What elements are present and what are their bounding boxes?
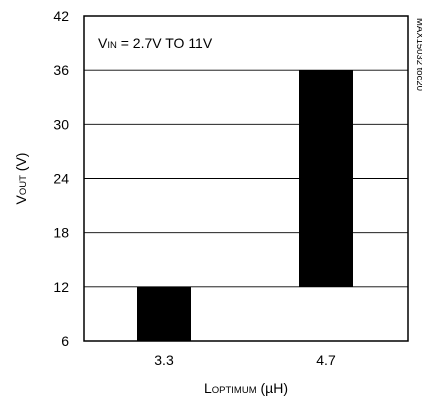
- bar-4-7: [299, 70, 353, 287]
- y-tick-label: 42: [53, 8, 69, 24]
- x-tick-label: 3.3: [154, 352, 174, 368]
- annotation-main: V: [98, 35, 108, 51]
- y-tick-labels: 6 12 18 24 30 36 42: [53, 8, 69, 349]
- x-tick-label: 4.7: [316, 352, 336, 368]
- y-axis-title-sub: OUT: [18, 175, 29, 195]
- y-tick-label: 30: [53, 116, 69, 132]
- annotation-sub: IN: [107, 40, 117, 51]
- y-tick-label: 36: [53, 62, 69, 78]
- figure-code-label: MAX15032 toc20: [414, 18, 422, 91]
- y-axis-title-unit: (V): [13, 153, 29, 176]
- gridlines: [84, 69, 408, 288]
- y-axis-title: VOUT (V): [13, 153, 29, 205]
- x-axis-title: LOPTIMUM (µH): [204, 380, 288, 396]
- y-axis-title-main: V: [13, 194, 29, 204]
- x-axis-title-sub: OPTIMUM: [212, 385, 257, 396]
- plot-frame: [83, 15, 409, 342]
- input-voltage-annotation: VIN = 2.7V TO 11V: [98, 35, 213, 51]
- y-tick-label: 12: [53, 279, 69, 295]
- y-tick-label: 24: [53, 171, 69, 187]
- bars: [137, 70, 353, 341]
- x-axis-title-main: L: [204, 380, 212, 396]
- x-tick-labels: 3.3 4.7: [154, 352, 336, 368]
- x-axis-title-unit: (µH): [257, 380, 288, 396]
- y-tick-label: 6: [61, 333, 69, 349]
- y-tick-label: 18: [53, 225, 69, 241]
- annotation-suffix: = 2.7V TO 11V: [117, 35, 213, 51]
- bar-3-3: [137, 286, 191, 341]
